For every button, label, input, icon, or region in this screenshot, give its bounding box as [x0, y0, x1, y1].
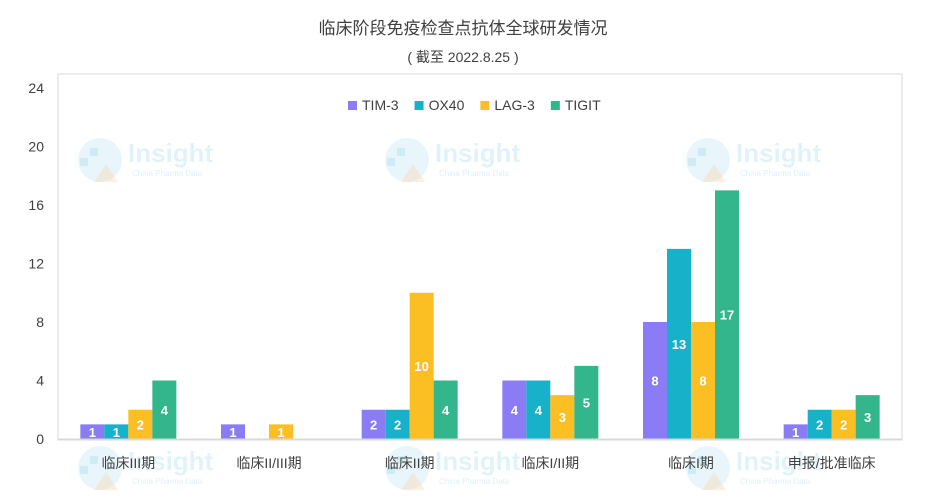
- plot-area-border: [57, 73, 903, 441]
- data-label: 10: [414, 359, 428, 374]
- bar[interactable]: [128, 409, 153, 439]
- x-tick-label: 临床I/II期: [522, 455, 580, 471]
- watermark-tagline: China Pharma Data: [439, 477, 510, 486]
- legend-label: LAG-3: [494, 97, 535, 113]
- bar[interactable]: [361, 409, 386, 439]
- data-label: 2: [394, 417, 401, 432]
- bar[interactable]: [385, 409, 410, 439]
- y-tick-label: 12: [28, 256, 44, 272]
- bar[interactable]: [550, 395, 575, 439]
- data-label: 8: [651, 374, 658, 389]
- bar[interactable]: [502, 380, 527, 440]
- watermark-brand: Insight: [128, 446, 214, 476]
- y-axis: 0 4 8 12 16 20 24: [28, 80, 44, 447]
- x-axis: 临床III期 临床II/III期 临床II期 临床I/II期 临床I期 申报/批准临床: [58, 438, 902, 471]
- watermark-brand: Insight: [736, 138, 822, 168]
- legend-item[interactable]: TIGIT: [550, 97, 601, 113]
- bar[interactable]: [691, 322, 715, 439]
- data-label: 3: [559, 410, 566, 425]
- y-tick-label: 8: [36, 314, 44, 330]
- data-label: 4: [511, 403, 519, 418]
- x-tick-label: 临床II/III期: [236, 455, 301, 471]
- bar[interactable]: [526, 380, 551, 440]
- x-tick-label: 临床I期: [668, 455, 714, 471]
- legend-swatch: [550, 101, 560, 110]
- watermark-brand: Insight: [736, 446, 822, 476]
- chart-title: 临床阶段免疫检查点抗体全球研发情况: [319, 19, 608, 38]
- legend-label: OX40: [429, 97, 465, 113]
- watermark-tagline: China Pharma Data: [132, 477, 203, 486]
- legend[interactable]: TIM-3 OX40 LAG-3 TIGIT: [348, 97, 601, 113]
- legend-swatch: [414, 101, 424, 110]
- x-tick-label: 临床III期: [101, 455, 155, 471]
- legend-item[interactable]: LAG-3: [480, 97, 535, 113]
- bar[interactable]: [574, 365, 599, 439]
- bar[interactable]: [831, 409, 856, 439]
- data-label: 1: [229, 425, 236, 440]
- bar[interactable]: [667, 248, 691, 439]
- bar[interactable]: [715, 190, 739, 439]
- legend-item[interactable]: OX40: [414, 97, 465, 113]
- bar[interactable]: [80, 424, 105, 439]
- legend-label: TIGIT: [565, 97, 601, 113]
- bar[interactable]: [152, 380, 177, 440]
- data-label: 4: [161, 403, 169, 418]
- watermark-tagline: China Pharma Data: [740, 477, 811, 486]
- data-label: 2: [816, 417, 823, 432]
- data-label: 1: [89, 425, 96, 440]
- bar[interactable]: [643, 322, 667, 439]
- bar[interactable]: [221, 424, 245, 439]
- data-label: 1: [792, 425, 799, 440]
- bar[interactable]: [855, 395, 880, 439]
- watermark-tagline: China Pharma Data: [439, 169, 510, 178]
- watermark-tagline: China Pharma Data: [740, 169, 811, 178]
- legend-item[interactable]: TIM-3: [348, 97, 399, 113]
- data-label: 3: [864, 410, 871, 425]
- data-label: 4: [442, 403, 450, 418]
- y-tick-label: 24: [28, 80, 44, 96]
- watermark-brand: Insight: [435, 446, 521, 476]
- x-tick-label: 临床II期: [385, 455, 435, 471]
- data-label: 8: [699, 374, 706, 389]
- chart-subtitle: ( 截至 2022.8.25 ): [407, 49, 518, 65]
- y-tick-label: 20: [28, 139, 44, 155]
- y-tick-label: 0: [36, 431, 44, 447]
- legend-swatch: [480, 101, 490, 110]
- watermark-tagline: China Pharma Data: [132, 169, 203, 178]
- legend-label: TIM-3: [362, 97, 399, 113]
- watermark-brand: Insight: [435, 138, 521, 168]
- data-label: 17: [720, 308, 734, 323]
- data-label: 1: [277, 425, 284, 440]
- data-label: 2: [137, 417, 144, 432]
- y-tick-label: 16: [28, 197, 44, 213]
- bar[interactable]: [104, 424, 129, 439]
- bars: 1 1 2 4 1 1 2 2 10 4 4 4 3 5 8 13 8 17 1 2 2 3: [80, 190, 880, 440]
- y-tick-label: 4: [36, 373, 44, 389]
- bar[interactable]: [409, 292, 434, 439]
- watermark-brand: Insight: [128, 138, 214, 168]
- legend-swatch: [348, 101, 357, 110]
- data-label: 2: [840, 417, 847, 432]
- x-tick-label: 申报/批准临床: [788, 455, 876, 471]
- data-label: 2: [370, 417, 377, 432]
- data-label: 1: [113, 425, 120, 440]
- data-label: 13: [672, 337, 686, 352]
- bar[interactable]: [269, 424, 293, 439]
- bar[interactable]: [433, 380, 458, 440]
- bar[interactable]: [807, 409, 832, 439]
- data-label: 4: [535, 403, 543, 418]
- data-label: 5: [583, 395, 590, 410]
- bar[interactable]: [783, 424, 808, 439]
